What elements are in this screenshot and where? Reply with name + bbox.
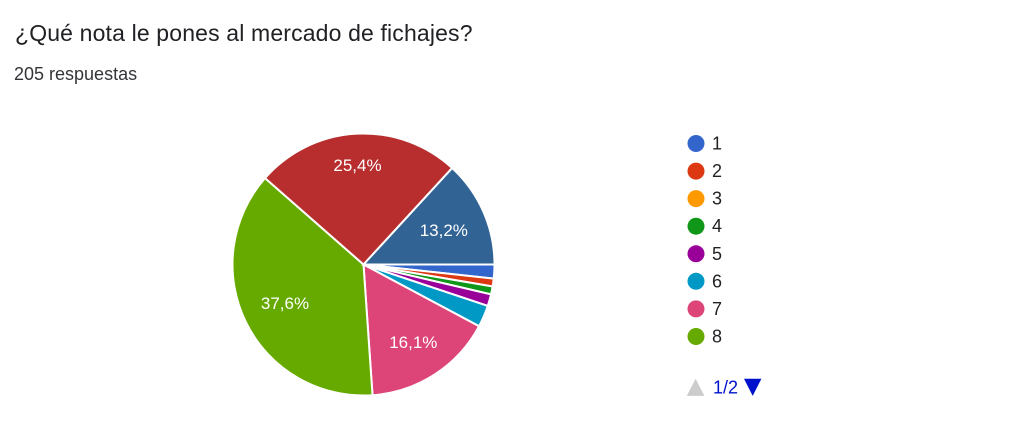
svg-text:7: 7 [712, 299, 722, 319]
svg-text:1/2: 1/2 [713, 378, 738, 398]
svg-text:1: 1 [712, 134, 722, 154]
svg-text:4: 4 [712, 216, 722, 236]
svg-text:16,1%: 16,1% [389, 333, 437, 352]
svg-text:37,6%: 37,6% [261, 294, 309, 313]
svg-text:13,2%: 13,2% [420, 221, 468, 240]
svg-text:2: 2 [712, 161, 722, 181]
svg-text:5: 5 [712, 244, 722, 264]
svg-text:6: 6 [712, 271, 722, 291]
svg-text:25,4%: 25,4% [333, 156, 381, 175]
svg-text:8: 8 [712, 327, 722, 347]
svg-text:3: 3 [712, 189, 722, 209]
